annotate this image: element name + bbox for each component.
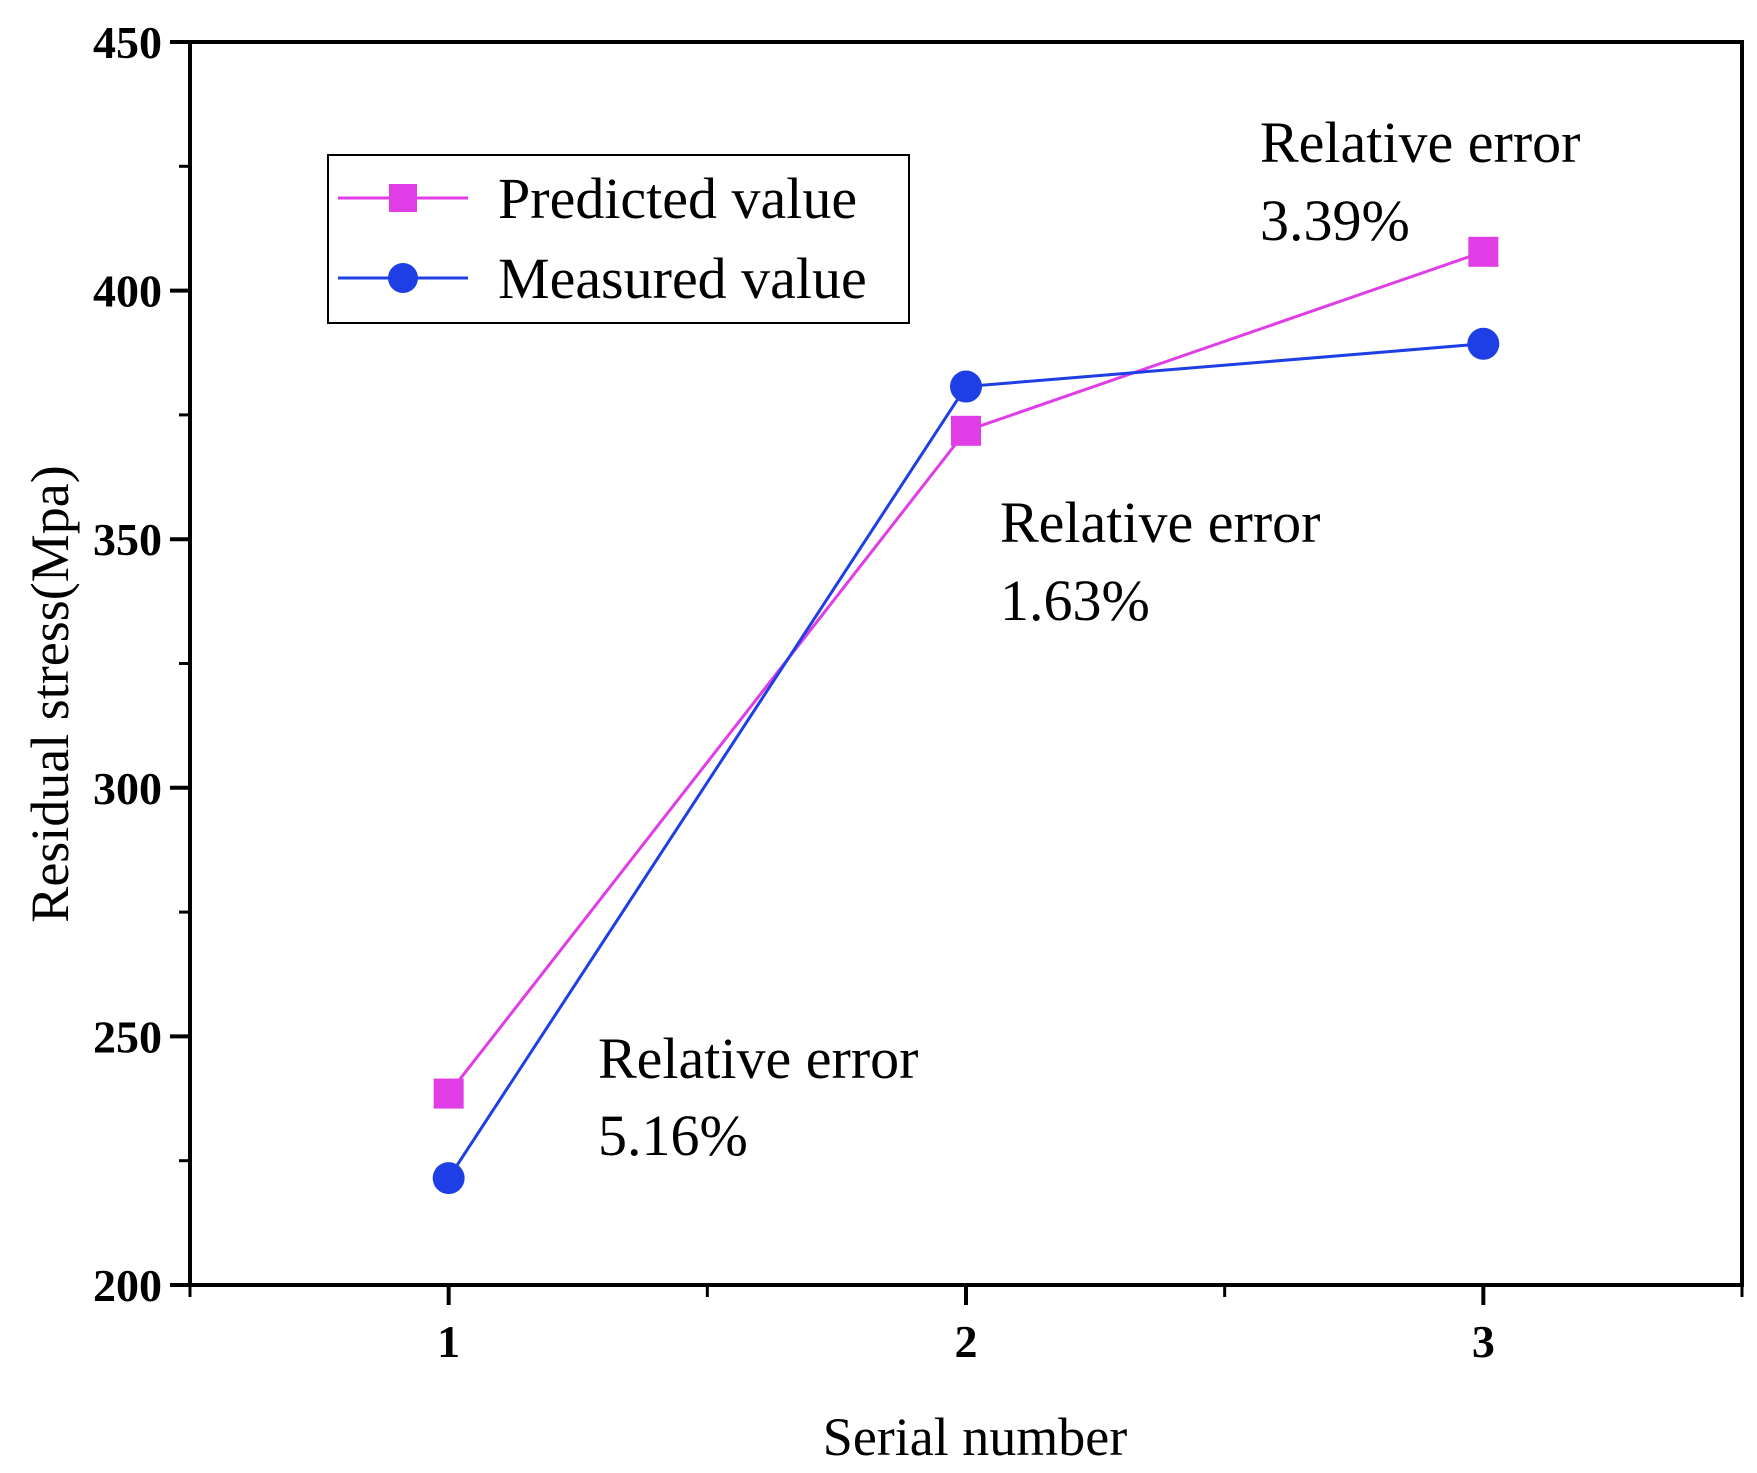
data-point-measured bbox=[950, 370, 982, 403]
y-tick-label: 250 bbox=[93, 1011, 162, 1062]
y-tick-label: 300 bbox=[93, 763, 162, 814]
y-axis-ticks: 200 250 300 350 400 450 bbox=[93, 17, 190, 1311]
annotation-serial-3: Relative error 3.39% bbox=[1260, 110, 1580, 253]
y-tick-label: 450 bbox=[93, 17, 162, 68]
data-point-predicted bbox=[433, 1078, 464, 1109]
legend-label-measured: Measured value bbox=[498, 246, 867, 311]
x-axis-ticks: 1 2 3 bbox=[188, 1285, 1744, 1367]
data-point-predicted bbox=[951, 415, 981, 446]
legend-label-predicted: Predicted value bbox=[498, 166, 857, 231]
legend: Predicted value Measured value bbox=[327, 154, 910, 324]
data-point-measured bbox=[1467, 327, 1500, 360]
x-tick-label: 2 bbox=[955, 1316, 978, 1367]
y-tick-label: 200 bbox=[93, 1260, 162, 1311]
x-axis-title: Serial number bbox=[823, 1407, 1127, 1467]
y-axis-title: Residual stress(Mpa) bbox=[20, 465, 80, 922]
annotation-label: Relative error bbox=[1000, 490, 1320, 555]
legend-marker-square bbox=[389, 184, 417, 212]
annotation-value: 1.63% bbox=[1000, 568, 1150, 633]
legend-box bbox=[327, 154, 910, 324]
legend-marker-circle bbox=[388, 263, 418, 293]
annotation-value: 3.39% bbox=[1260, 188, 1410, 253]
y-tick-label: 400 bbox=[93, 266, 162, 317]
data-point-measured bbox=[432, 1162, 465, 1195]
annotation-serial-2: Relative error 1.63% bbox=[1000, 490, 1320, 633]
x-tick-label: 1 bbox=[437, 1316, 460, 1367]
data-point-predicted bbox=[1468, 236, 1499, 267]
annotation-value: 5.16% bbox=[598, 1103, 748, 1168]
annotation-label: Relative error bbox=[598, 1026, 918, 1091]
annotation-serial-1: Relative error 5.16% bbox=[598, 1026, 918, 1168]
annotation-label: Relative error bbox=[1260, 110, 1580, 175]
y-tick-label: 350 bbox=[93, 514, 162, 565]
x-tick-label: 3 bbox=[1472, 1316, 1495, 1367]
series-layer bbox=[432, 236, 1500, 1195]
